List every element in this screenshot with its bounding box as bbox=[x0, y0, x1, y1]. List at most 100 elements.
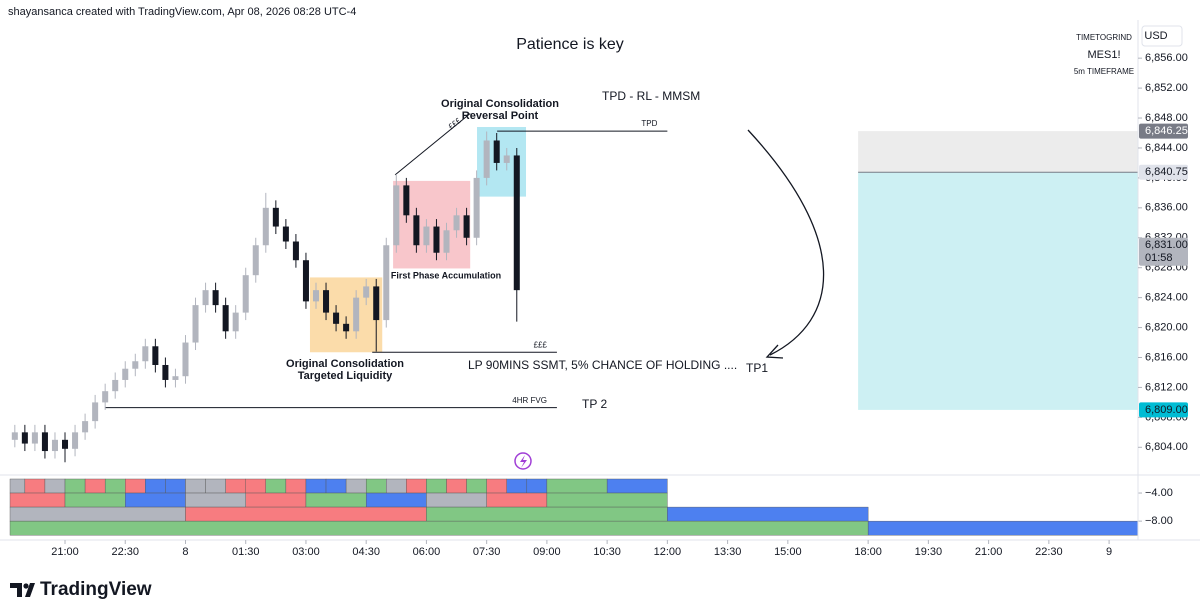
x-tick-label: 03:00 bbox=[292, 546, 320, 558]
candle-body bbox=[473, 177, 480, 238]
logo bbox=[10, 583, 35, 597]
timeline-segment bbox=[426, 492, 487, 508]
annotation: Targeted Liquidity bbox=[298, 370, 393, 382]
y-tick-label: 6,856.00 bbox=[1145, 52, 1188, 64]
timeline-segment bbox=[285, 478, 307, 494]
candle-body bbox=[363, 286, 370, 298]
annotation: Reversal Point bbox=[462, 110, 539, 122]
timeline-segment bbox=[185, 506, 427, 522]
timeline-segment bbox=[446, 478, 467, 494]
y-tick-label: 6,848.00 bbox=[1145, 112, 1188, 124]
timeline-segment bbox=[165, 478, 186, 494]
y-tick-label: −8.00 bbox=[1145, 515, 1173, 527]
header: shayansanca created with TradingView.com… bbox=[8, 6, 356, 18]
candle-body bbox=[152, 346, 159, 365]
timeline-segment bbox=[345, 478, 367, 494]
chart-title: Patience is key bbox=[516, 36, 624, 53]
price-label: 6,809.00 bbox=[1145, 404, 1188, 416]
y-tick-label: 6,836.00 bbox=[1145, 202, 1188, 214]
zone bbox=[309, 277, 383, 353]
x-tick-label: 8 bbox=[182, 546, 188, 558]
timeframe: 5m TIMEFRAME bbox=[1074, 67, 1134, 76]
level-label: 4HR FVG bbox=[512, 396, 547, 405]
x-tick-label: 06:00 bbox=[413, 546, 441, 558]
candle-body bbox=[272, 207, 279, 227]
candle-body bbox=[62, 439, 69, 449]
candle-body bbox=[132, 361, 139, 369]
timeline-segment bbox=[486, 478, 507, 494]
candle-body bbox=[333, 312, 340, 324]
candle-body bbox=[242, 275, 249, 313]
candle-body bbox=[353, 297, 360, 332]
timeline-segment bbox=[325, 478, 347, 494]
x-tick-label: 9 bbox=[1106, 546, 1112, 558]
candle-body bbox=[232, 312, 239, 332]
price-label-box bbox=[1139, 237, 1188, 266]
timeline-segment bbox=[365, 478, 387, 494]
price-label: 6,846.25 bbox=[1145, 125, 1188, 137]
symbol-author: TIMETOGRIND bbox=[1076, 33, 1132, 42]
annotation: First Phase Accumulation bbox=[391, 270, 501, 280]
candle-body bbox=[443, 230, 450, 253]
timeline-segment bbox=[24, 478, 46, 494]
candle-body bbox=[112, 379, 119, 392]
timeline-segment bbox=[185, 478, 206, 494]
timeline-segment bbox=[84, 478, 106, 494]
price-label: 6,831.00 bbox=[1145, 239, 1188, 251]
y-tick-label: −4.00 bbox=[1145, 487, 1173, 499]
timeline-segment bbox=[9, 478, 26, 494]
arrow-head bbox=[765, 344, 784, 359]
timeline-segment bbox=[867, 520, 1139, 536]
candle-body bbox=[252, 245, 259, 276]
x-tick-label: 21:00 bbox=[975, 546, 1003, 558]
candle-body bbox=[503, 155, 510, 163]
timeline-segment bbox=[486, 492, 548, 508]
price-label-box bbox=[1139, 402, 1188, 418]
timeline-segment bbox=[225, 478, 246, 494]
x-tick-label: 04:30 bbox=[352, 546, 380, 558]
timeline-segment bbox=[667, 506, 869, 522]
candle-body bbox=[41, 432, 48, 452]
candle-body bbox=[172, 376, 179, 380]
logo-mark bbox=[23, 583, 29, 589]
currency-box[interactable] bbox=[1141, 25, 1183, 47]
level-label: £££ bbox=[534, 340, 548, 349]
candle-body bbox=[302, 260, 309, 302]
timeline-segment bbox=[44, 478, 66, 494]
timeline-segment bbox=[104, 478, 126, 494]
timeline-segment bbox=[9, 520, 869, 536]
timeline-segment bbox=[426, 506, 668, 522]
y-tick-label: 6,820.00 bbox=[1145, 321, 1188, 333]
timeline-segment bbox=[406, 478, 427, 494]
y-tick-label: 6,812.00 bbox=[1145, 381, 1188, 393]
x-tick-label: 21:00 bbox=[51, 546, 79, 558]
alert-icon-bolt bbox=[520, 455, 527, 468]
x-tick-label: 12:00 bbox=[654, 546, 682, 558]
candle-body bbox=[312, 290, 320, 302]
x-tick-label: 13:30 bbox=[714, 546, 742, 558]
plot-layer: TPD £££ 4HR FVG −4.00 −8.00 bbox=[9, 113, 1173, 536]
x-tick-label: 15:00 bbox=[774, 546, 802, 558]
candle-body bbox=[513, 155, 520, 291]
timeline-segment bbox=[9, 506, 186, 522]
timeline-segment bbox=[386, 478, 407, 494]
level-label: TPD bbox=[641, 119, 657, 128]
timeline-segment bbox=[305, 478, 327, 494]
candle-body bbox=[202, 290, 209, 306]
symbol: MES1! bbox=[1087, 49, 1120, 61]
x-tick-label: 19:30 bbox=[915, 546, 943, 558]
alert-icon[interactable] bbox=[514, 452, 532, 470]
x-tick-label: 01:30 bbox=[232, 546, 260, 558]
timeline-segment bbox=[365, 492, 427, 508]
timeline-segment bbox=[305, 492, 367, 508]
currency: USD bbox=[1144, 30, 1167, 42]
candle-body bbox=[463, 215, 470, 238]
candle-body bbox=[282, 226, 289, 242]
timeline-segment bbox=[205, 478, 226, 494]
candle-body bbox=[21, 432, 28, 444]
timeline-segment bbox=[426, 478, 447, 494]
annotation: LP 90MINS SSMT, 5% CHANCE OF HOLDING ...… bbox=[468, 358, 737, 372]
annotation: Original Consolidation bbox=[441, 98, 559, 110]
annotation: Original Consolidation bbox=[286, 358, 404, 370]
